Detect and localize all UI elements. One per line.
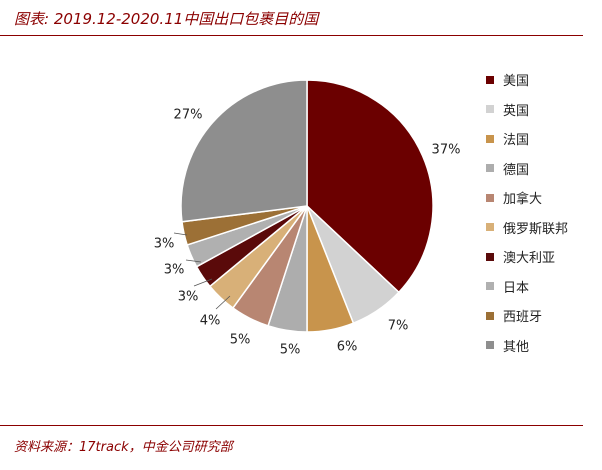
data-label-8: 3% — [164, 263, 185, 278]
legend-swatch — [486, 252, 494, 261]
data-label-10: 27% — [174, 108, 203, 123]
legend-swatch — [486, 282, 494, 291]
legend-item-8: 日本 — [486, 272, 596, 302]
legend-item-6: 俄罗斯联邦 — [486, 213, 596, 243]
data-label-5: 5% — [230, 333, 251, 348]
legend-swatch — [486, 134, 494, 143]
legend-swatch — [486, 341, 494, 350]
legend-item-2: 英国 — [486, 95, 596, 125]
legend-label: 其他 — [503, 339, 530, 355]
legend-label: 加拿大 — [503, 192, 543, 208]
legend-label: 美国 — [503, 74, 530, 90]
leader-line-7 — [193, 278, 213, 287]
legend-item-7: 澳大利亚 — [486, 242, 596, 272]
source-rule — [0, 425, 583, 426]
legend-swatch — [486, 193, 494, 202]
data-label-3: 6% — [337, 340, 358, 355]
legend-item-9: 西班牙 — [486, 301, 596, 331]
legend-label: 德国 — [503, 162, 530, 178]
title-rule — [0, 35, 583, 36]
leader-line-8 — [185, 259, 202, 263]
figure-title: 图表: 2019.12-2020.11中国出口包裹目的国 — [14, 10, 319, 28]
leader-line-6 — [215, 295, 231, 310]
legend-label: 澳大利亚 — [503, 251, 556, 267]
legend-item-3: 法国 — [486, 124, 596, 154]
legend-item-10: 其他 — [486, 331, 596, 361]
data-label-7: 3% — [178, 290, 199, 305]
source-note: 资料来源：17track，中金公司研究部 — [14, 440, 233, 455]
legend-swatch — [486, 311, 494, 320]
legend-item-4: 德国 — [486, 154, 596, 184]
pie-slice-1 — [306, 79, 434, 294]
legend-label: 西班牙 — [503, 310, 543, 326]
data-label-1: 37% — [432, 143, 461, 158]
legend-swatch — [486, 105, 494, 114]
data-label-6: 4% — [200, 314, 221, 329]
data-label-4: 5% — [280, 343, 301, 358]
legend-label: 英国 — [503, 103, 530, 119]
legend-swatch — [486, 75, 494, 84]
legend-swatch — [486, 223, 494, 232]
data-label-2: 7% — [388, 319, 409, 334]
leader-line-9 — [173, 232, 188, 236]
legend-label: 日本 — [503, 280, 530, 296]
data-label-9: 3% — [154, 237, 175, 252]
legend-item-1: 美国 — [486, 65, 596, 95]
legend-item-5: 加拿大 — [486, 183, 596, 213]
legend-label: 俄罗斯联邦 — [503, 221, 569, 237]
pie-slice-10 — [180, 79, 308, 223]
chart-legend: 美国英国法国德国加拿大俄罗斯联邦澳大利亚日本西班牙其他 — [486, 65, 596, 360]
legend-swatch — [486, 164, 494, 173]
legend-label: 法国 — [503, 133, 530, 149]
